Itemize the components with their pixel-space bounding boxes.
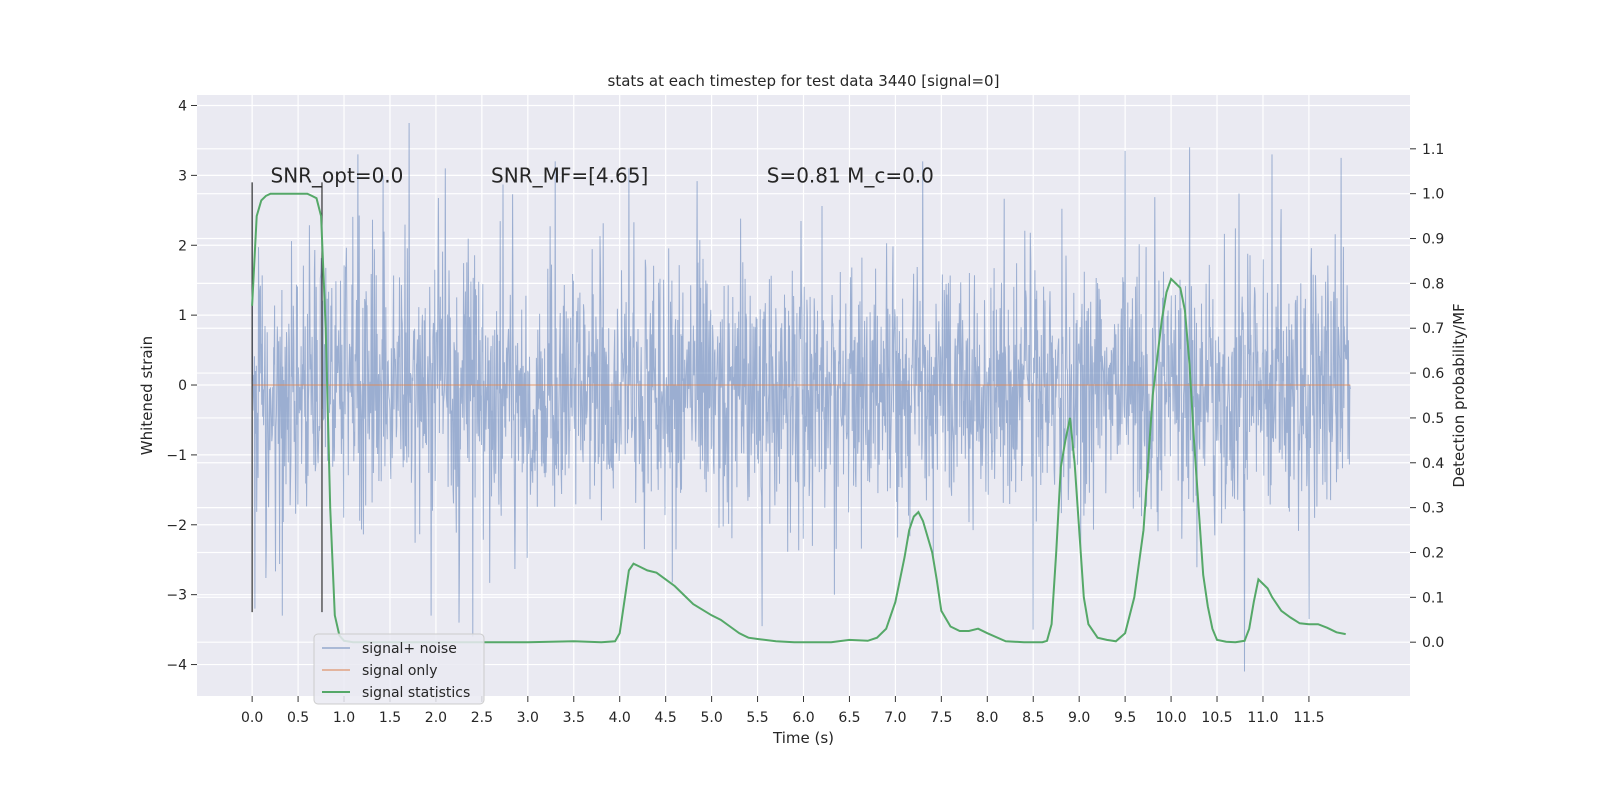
x-tick-label: 3.5 (563, 710, 585, 726)
y2-tick-label: 0.9 (1422, 232, 1444, 248)
y2-tick-label: 0.5 (1422, 411, 1444, 427)
x-tick-label: 7.5 (930, 710, 952, 726)
annotation: SNR_MF=[4.65] (491, 163, 648, 187)
x-tick-label: 10.0 (1155, 710, 1186, 726)
legend-box (313, 633, 485, 705)
y-tick-label: 1 (178, 308, 187, 324)
x-tick-label: 9.0 (1068, 710, 1090, 726)
x-tick-label: 2.0 (425, 710, 447, 726)
y-tick-label: −1 (166, 448, 187, 464)
legend-label: signal only (362, 663, 437, 679)
y2-tick-label: 0.6 (1422, 366, 1444, 382)
x-tick-label: 5.5 (746, 710, 768, 726)
x-tick-label: 0.0 (241, 710, 263, 726)
y-tick-label: 3 (178, 168, 187, 184)
y2-tick-label: 0.7 (1422, 321, 1444, 337)
series-signal-noise (251, 122, 1351, 672)
x-tick-label: 3.0 (517, 710, 539, 726)
x-tick-label: 8.5 (1022, 710, 1044, 726)
y-axis-label: Whitened strain (138, 336, 156, 455)
x-tick-label: 6.5 (838, 710, 860, 726)
y2-tick-label: 0.4 (1422, 456, 1444, 472)
x-tick-label: 6.0 (792, 710, 814, 726)
x-tick-label: 7.0 (884, 710, 906, 726)
y-tick-label: 2 (178, 238, 187, 254)
x-tick-label: 5.0 (700, 710, 722, 726)
x-axis-label: Time (s) (772, 729, 834, 747)
y2-tick-label: 0.2 (1422, 545, 1444, 561)
y2-tick-label: 1.0 (1422, 187, 1444, 203)
legend-label: signal statistics (362, 685, 470, 701)
y2-tick-label: 0.1 (1422, 590, 1444, 606)
x-tick-label: 1.5 (379, 710, 401, 726)
chart-title: stats at each timestep for test data 344… (608, 72, 1000, 90)
x-tick-label: 1.0 (333, 710, 355, 726)
x-tick-label: 4.5 (655, 710, 677, 726)
x-tick-label: 4.0 (609, 710, 631, 726)
y-tick-label: 0 (178, 378, 187, 394)
y2-tick-label: 0.8 (1422, 276, 1444, 292)
x-tick-label: 0.5 (287, 710, 309, 726)
x-tick-label: 8.0 (976, 710, 998, 726)
legend-label: signal+ noise (362, 641, 457, 657)
y-tick-label: −2 (166, 518, 187, 534)
y-tick-label: −4 (166, 658, 187, 674)
annotation: S=0.81 M_c=0.0 (767, 163, 934, 187)
y2-tick-label: 0.0 (1422, 635, 1444, 651)
x-tick-label: 2.5 (471, 710, 493, 726)
x-tick-label: 11.0 (1247, 710, 1278, 726)
x-tick-label: 10.5 (1201, 710, 1232, 726)
y-tick-label: −3 (166, 588, 187, 604)
x-tick-label: 9.5 (1114, 710, 1136, 726)
annotation: SNR_opt=0.0 (271, 163, 404, 187)
legend: signal+ noise signal only signal statistic… (313, 633, 485, 705)
y2-axis-label: Detection probability/MF (1450, 303, 1468, 487)
y-tick-label: 4 (178, 98, 187, 114)
y2-tick-label: 0.3 (1422, 501, 1444, 517)
ticks: 0.0 0.5 1.0 1.5 2.0 2.5 3.0 3.5 4.0 4.5 5.0 5.5 6.0 6… (166, 98, 1444, 726)
annotations: SNR_opt=0.0 SNR_MF=[4.65] S=0.81 M_c=0.0 (271, 163, 934, 187)
x-tick-label: 11.5 (1293, 710, 1324, 726)
y2-tick-label: 1.1 (1422, 142, 1444, 158)
